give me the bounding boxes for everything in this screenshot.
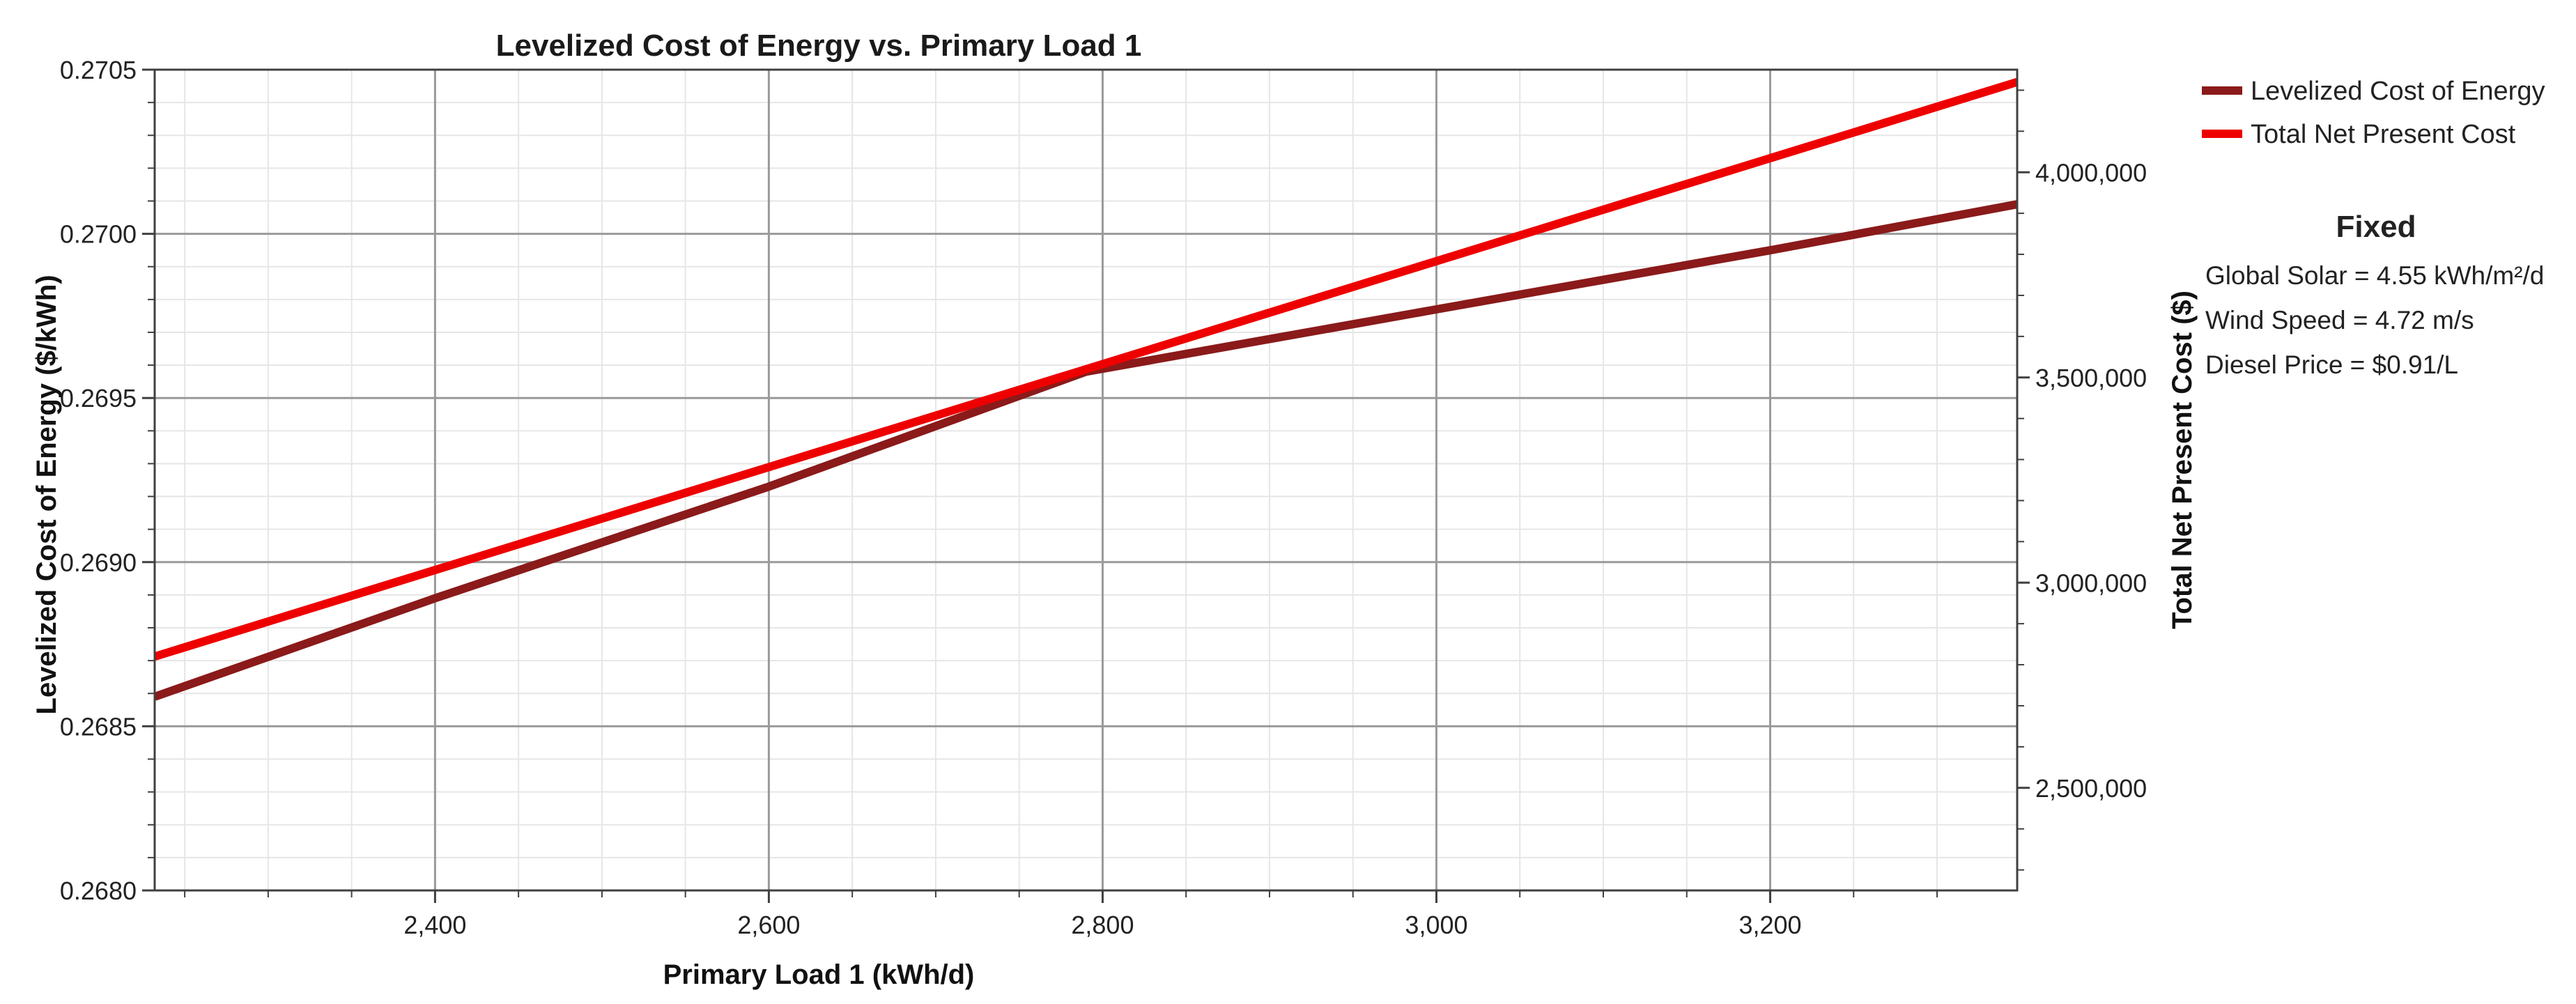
y-right-tick-label: 2,500,000 bbox=[2035, 774, 2147, 803]
y-axis-right-label: Total Net Present Cost ($) bbox=[2167, 291, 2198, 629]
x-tick-label: 3,200 bbox=[1738, 911, 1801, 939]
axes: 2,400 2,600 2,800 3,000 3,200 0.2680 0.2685 0.2… bbox=[60, 56, 2147, 939]
x-tick-label: 3,000 bbox=[1405, 911, 1467, 939]
y-left-tick-label: 0.2705 bbox=[60, 56, 137, 84]
y-left-tick-label: 0.2700 bbox=[60, 220, 137, 249]
total-net-present-cost-line bbox=[153, 77, 2019, 661]
y-left-tick-label: 0.2685 bbox=[60, 712, 137, 741]
y-axis-left-label: Levelized Cost of Energy ($/kWh) bbox=[31, 275, 62, 714]
x-axis-label: Primary Load 1 (kWh/d) bbox=[663, 959, 975, 990]
legend-label-npc: Total Net Present Cost bbox=[2251, 120, 2516, 149]
x-tick-label: 2,600 bbox=[737, 911, 800, 939]
fixed-global-solar: Global Solar = 4.55 kWh/m²/d bbox=[2205, 261, 2544, 290]
legend-label-lcoe: Levelized Cost of Energy bbox=[2251, 77, 2545, 106]
chart-title: Levelized Cost of Energy vs. Primary Loa… bbox=[496, 29, 1142, 63]
plot-area-border bbox=[153, 68, 2019, 892]
fixed-panel-title: Fixed bbox=[2336, 210, 2416, 244]
y-right-tick-label: 4,000,000 bbox=[2035, 158, 2147, 187]
y-right-tick-label: 3,000,000 bbox=[2035, 569, 2147, 597]
fixed-diesel-price: Diesel Price = $0.91/L bbox=[2205, 350, 2458, 379]
grid bbox=[155, 70, 2017, 890]
y-left-tick-label: 0.2695 bbox=[60, 384, 137, 412]
y-right-tick-label: 3,500,000 bbox=[2035, 364, 2147, 392]
series-layer bbox=[153, 77, 2019, 701]
fixed-panel: Fixed Global Solar = 4.55 kWh/m²/d Wind … bbox=[2205, 210, 2544, 379]
x-tick-label: 2,800 bbox=[1071, 911, 1134, 939]
y-left-tick-label: 0.2690 bbox=[60, 548, 137, 577]
fixed-wind-speed: Wind Speed = 4.72 m/s bbox=[2205, 306, 2474, 334]
x-tick-label: 2,400 bbox=[403, 911, 466, 939]
y-left-tick-label: 0.2680 bbox=[60, 876, 137, 905]
legend: Levelized Cost of Energy Total Net Prese… bbox=[2202, 77, 2545, 149]
